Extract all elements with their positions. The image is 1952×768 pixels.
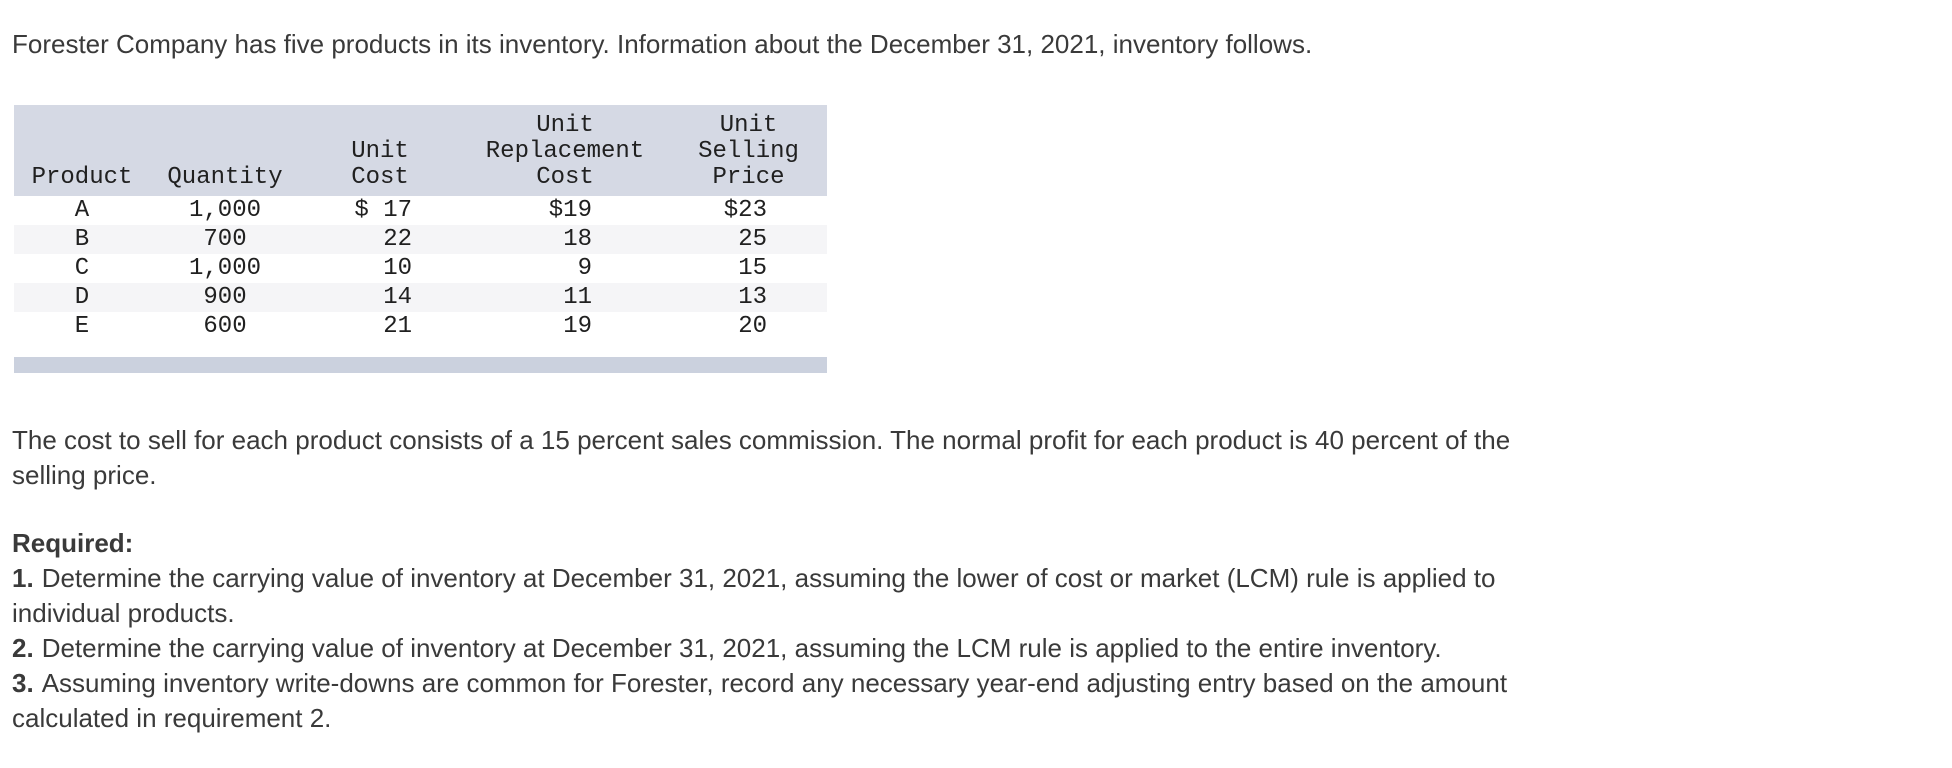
header-product: Product xyxy=(14,105,150,196)
requirement-1-line-1: 1. Determine the carrying value of invent… xyxy=(12,561,1912,596)
cell-product: C xyxy=(74,255,90,282)
paragraph-line-2: selling price. xyxy=(12,460,157,490)
header-unit-cost: Unit Cost xyxy=(300,105,460,196)
inventory-table-block: Product Quantity Unit Cost Unit Replacem… xyxy=(14,105,827,373)
header-unit-selling-price: Unit Selling Price xyxy=(670,105,827,196)
cell-unit-replacement-cost: 19 xyxy=(563,313,592,340)
table-row-product-e: E 600 21 19 20 xyxy=(14,312,827,341)
requirement-1-line-2: individual products. xyxy=(12,598,235,628)
cell-unit-selling-price: 15 xyxy=(738,255,767,282)
cell-unit-replacement-cost: $19 xyxy=(548,197,592,224)
inventory-table-header: Product Quantity Unit Cost Unit Replacem… xyxy=(14,105,827,196)
requirement-2: 2. Determine the carrying value of invent… xyxy=(12,631,1912,666)
requirement-2-text: Determine the carrying value of inventor… xyxy=(41,633,1442,663)
cell-product: A xyxy=(74,197,90,224)
cell-unit-replacement-cost: 11 xyxy=(563,284,592,311)
table-footer-bar xyxy=(14,357,827,373)
required-section: Required: 1. Determine the carrying value… xyxy=(12,526,1912,736)
table-row-product-a: A 1,000 $ 17 $19 $23 xyxy=(14,196,827,225)
problem-page: Forester Company has five products in it… xyxy=(12,29,1912,736)
cell-unit-replacement-cost: 18 xyxy=(563,226,592,253)
required-label: Required: xyxy=(12,528,134,558)
cell-unit-cost: 10 xyxy=(383,255,412,282)
requirement-3-number: 3. xyxy=(12,668,34,698)
cell-unit-selling-price: $23 xyxy=(723,197,767,224)
requirement-3-line-2: calculated in requirement 2. xyxy=(12,703,332,733)
cell-unit-replacement-cost: 9 xyxy=(577,255,592,282)
cell-unit-cost: 14 xyxy=(383,284,412,311)
header-quantity: Quantity xyxy=(150,105,300,196)
cell-unit-cost: $ 17 xyxy=(354,197,412,224)
inventory-table-body: A 1,000 $ 17 $19 $23 B 700 22 18 25 C 1,… xyxy=(14,196,827,341)
requirement-1: 1. Determine the carrying value of invent… xyxy=(12,561,1912,631)
requirement-1-text: Determine the carrying value of inventor… xyxy=(41,563,1496,593)
cell-product: D xyxy=(74,284,90,311)
cell-product: E xyxy=(74,313,90,340)
requirement-3-text: Assuming inventory write-downs are commo… xyxy=(41,668,1508,698)
cell-quantity: 700 xyxy=(203,226,247,253)
table-row-product-c: C 1,000 10 9 15 xyxy=(14,254,827,283)
paragraph-line-1: The cost to sell for each product consis… xyxy=(12,425,1511,455)
cell-quantity: 900 xyxy=(203,284,247,311)
cell-quantity: 1,000 xyxy=(188,197,261,224)
requirement-3: 3. Assuming inventory write-downs are com… xyxy=(12,666,1912,736)
requirement-2-number: 2. xyxy=(12,633,34,663)
requirement-2-line-1: 2. Determine the carrying value of invent… xyxy=(12,631,1912,666)
cost-to-sell-paragraph: The cost to sell for each product consis… xyxy=(12,423,1912,493)
cell-unit-cost: 22 xyxy=(383,226,412,253)
inventory-table: Product Quantity Unit Cost Unit Replacem… xyxy=(14,105,827,341)
intro-text: Forester Company has five products in it… xyxy=(12,29,1313,59)
requirement-1-number: 1. xyxy=(12,563,34,593)
header-unit-replacement-cost: Unit Replacement Cost xyxy=(460,105,670,196)
requirement-3-line-1: 3. Assuming inventory write-downs are com… xyxy=(12,666,1912,701)
cell-unit-cost: 21 xyxy=(383,313,412,340)
cell-unit-selling-price: 13 xyxy=(738,284,767,311)
cell-unit-selling-price: 25 xyxy=(738,226,767,253)
cell-unit-selling-price: 20 xyxy=(738,313,767,340)
table-row-product-d: D 900 14 11 13 xyxy=(14,283,827,312)
cell-quantity: 1,000 xyxy=(188,255,261,282)
table-row-product-b: B 700 22 18 25 xyxy=(14,225,827,254)
cell-product: B xyxy=(74,226,90,253)
cell-quantity: 600 xyxy=(203,313,247,340)
